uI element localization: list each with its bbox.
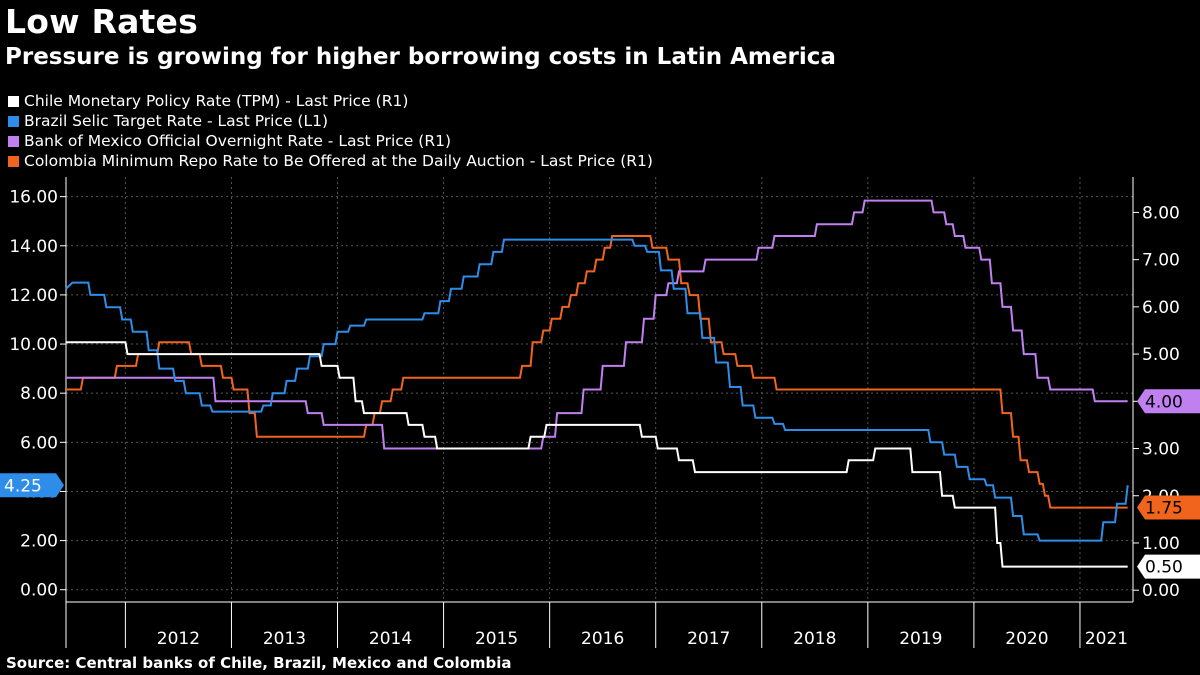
tag-chile-last-bg	[1137, 554, 1200, 579]
tag-colombia-last-bg	[1137, 495, 1200, 520]
series-chile-line	[66, 341, 1128, 568]
y-right-tick-label: 5.00	[1142, 345, 1180, 365]
y-right-tick-label: 1.00	[1142, 534, 1180, 554]
chart-subtitle: Pressure is growing for higher borrowing…	[5, 44, 836, 70]
y-right-tick-label: 8.00	[1142, 203, 1180, 223]
x-tick-label: 2016	[581, 629, 624, 649]
x-tick-label: 2021	[1085, 629, 1128, 649]
series-colombia-line	[66, 235, 1128, 509]
legend-item-mexico[interactable]: Bank of Mexico Official Overnight Rate -…	[8, 131, 653, 151]
y-left-tick-label: 16.00	[9, 188, 58, 208]
x-tick-label: 2018	[793, 629, 836, 649]
y-left-tick-label: 10.00	[9, 335, 58, 355]
legend-swatch-mexico	[8, 135, 19, 147]
series-mexico-line	[66, 199, 1128, 450]
x-tick-label: 2020	[1005, 629, 1048, 649]
tag-mexico-last-text: 4.00	[1145, 392, 1183, 412]
x-tick-label: 2013	[263, 629, 306, 649]
x-tick-label: 2017	[687, 629, 730, 649]
legend-item-brazil[interactable]: Brazil Selic Target Rate - Last Price (L…	[8, 111, 653, 131]
legend-item-colombia[interactable]: Colombia Minimum Repo Rate to Be Offered…	[8, 151, 653, 171]
tag-brazil-last-bg	[0, 473, 64, 498]
tag-brazil-last: 4.25	[0, 473, 64, 498]
legend-swatch-brazil	[8, 115, 19, 127]
y-right-tick-label: 3.00	[1142, 440, 1180, 460]
legend-label-brazil: Brazil Selic Target Rate - Last Price (L…	[24, 112, 329, 130]
source-note: Source: Central banks of Chile, Brazil, …	[6, 654, 512, 672]
tag-mexico-last-bg	[1137, 389, 1200, 414]
legend-label-colombia: Colombia Minimum Repo Rate to Be Offered…	[24, 152, 653, 170]
y-left-tick-label: 14.00	[9, 237, 58, 257]
tag-colombia-last-text: 1.75	[1145, 499, 1183, 519]
tag-brazil-last-text: 4.25	[4, 476, 42, 496]
legend-label-mexico: Bank of Mexico Official Overnight Rate -…	[24, 132, 451, 150]
tag-chile-last-text: 0.50	[1145, 558, 1183, 578]
y-right-tick-label: 7.00	[1142, 251, 1180, 271]
y-right-tick-label: 6.00	[1142, 298, 1180, 318]
x-tick-label: 2012	[157, 629, 200, 649]
x-tick-label: 2019	[899, 629, 942, 649]
y-left-tick-label: 12.00	[9, 286, 58, 306]
legend-item-chile[interactable]: Chile Monetary Policy Rate (TPM) - Last …	[8, 91, 653, 111]
chart-title: Low Rates	[5, 2, 198, 41]
tag-mexico-last: 4.00	[1137, 389, 1200, 414]
legend-swatch-chile	[8, 95, 19, 107]
legend-swatch-colombia	[8, 155, 19, 167]
y-left-tick-label: 8.00	[20, 384, 58, 404]
tag-chile-last: 0.50	[1137, 554, 1200, 579]
y-left-tick-label: 2.00	[20, 532, 58, 552]
x-tick-label: 2015	[475, 629, 518, 649]
legend: Chile Monetary Policy Rate (TPM) - Last …	[8, 91, 653, 171]
y-left-tick-label: 0.00	[20, 581, 58, 601]
legend-label-chile: Chile Monetary Policy Rate (TPM) - Last …	[24, 92, 409, 110]
tag-colombia-last: 1.75	[1137, 495, 1200, 520]
x-tick-label: 2014	[369, 629, 412, 649]
series-brazil-line	[65, 238, 1129, 542]
y-left-tick-label: 6.00	[20, 433, 58, 453]
y-right-tick-label: 0.00	[1142, 581, 1180, 601]
